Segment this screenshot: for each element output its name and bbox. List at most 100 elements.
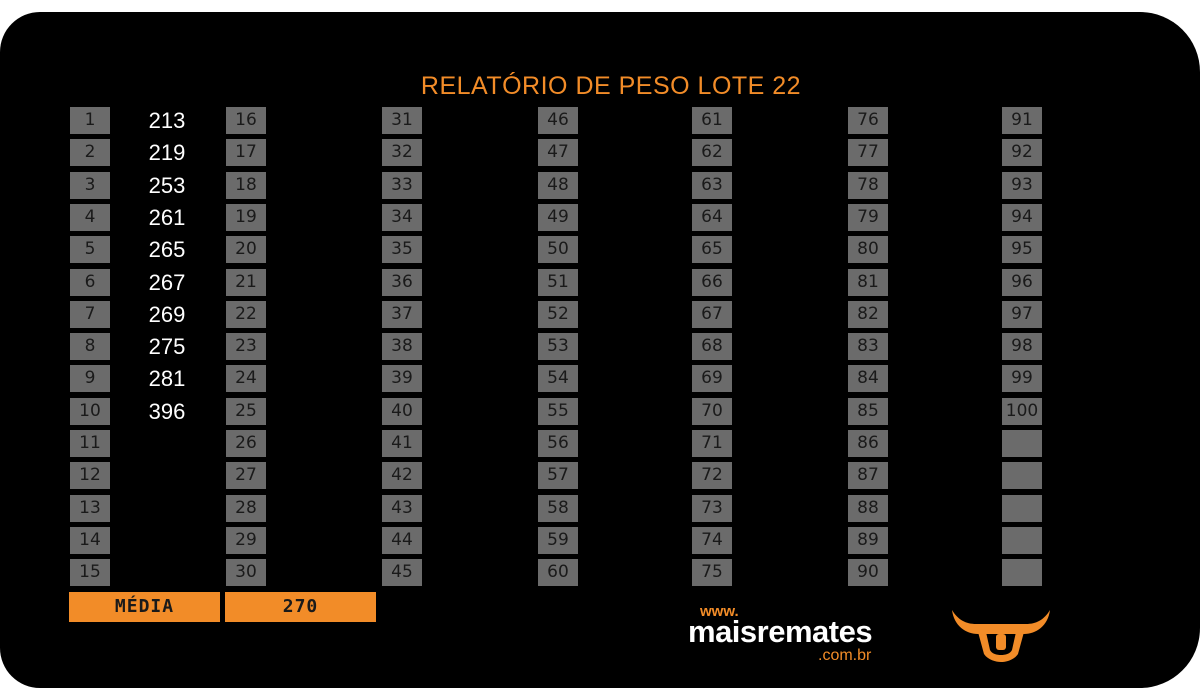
row-number-cell: 68 [692,333,732,361]
bull-logo-icon [952,610,1050,662]
row-number-cell: 34 [382,203,422,231]
row-number-cell: 89 [848,526,888,554]
row-number-cell: 51 [538,268,578,296]
row-number-cell: 27 [226,462,266,490]
row-number-cell: 1 [70,107,110,134]
row-number-cell: 4 [70,203,110,231]
row-number-cell: 29 [226,526,266,554]
weight-value: 253 [148,172,186,198]
report-title: RELATÓRIO DE PESO LOTE 22 [420,72,802,100]
row-number-cell: 54 [538,365,578,393]
row-number-cell: 41 [382,430,422,457]
row-number-cell: 78 [848,171,888,199]
row-number-cell: 31 [382,107,422,134]
row-number-cell: 19 [226,203,266,231]
weight-value: 213 [148,108,186,133]
weight-value: 261 [148,204,186,230]
row-number-cell: 80 [848,236,888,264]
row-number-cell: 93 [1002,171,1042,199]
row-number-cell: 36 [382,268,422,296]
row-number-cell: 46 [538,107,578,134]
logo-domain: .com.br [818,647,872,664]
row-number-cell: 90 [848,559,888,587]
row-number-cell [1002,462,1042,490]
row-number-cell: 26 [226,430,266,457]
row-number-cell: 64 [692,203,732,231]
row-number-cell: 71 [692,430,732,457]
row-number-cell: 48 [538,171,578,199]
row-number-cell: 55 [538,397,578,425]
row-number-cell: 91 [1002,107,1042,134]
row-number-cell: 97 [1002,300,1042,328]
logo-name: maisremates [688,614,873,649]
weight-value: 281 [148,366,186,392]
row-number-cell: 14 [70,526,110,554]
row-number-cell: 23 [226,333,266,361]
row-number-cell: 38 [382,333,422,361]
row-number-cell: 73 [692,494,732,522]
row-number-cell: 100 [1002,397,1042,425]
row-number-cell [1002,526,1042,554]
row-number-cell: 15 [70,559,110,587]
row-number-cell: 32 [382,139,422,167]
row-number-cell: 53 [538,333,578,361]
row-number-cell: 13 [70,494,110,522]
row-number-cell: 39 [382,365,422,393]
weight-value: 269 [148,301,186,327]
row-number-cell: 94 [1002,203,1042,231]
row-number-cell [1002,494,1042,522]
row-number-cell: 88 [848,494,888,522]
row-number-cell: 24 [226,365,266,393]
row-number-cell: 22 [226,300,266,328]
row-number-cell: 69 [692,365,732,393]
row-number-cell: 75 [692,559,732,587]
row-number-cell: 12 [70,462,110,490]
row-number-cell: 37 [382,300,422,328]
row-number-cell: 42 [382,462,422,490]
row-number-cell: 92 [1002,139,1042,167]
row-number-cell: 10 [70,397,110,425]
row-number-cell: 18 [226,171,266,199]
row-number-cell: 44 [382,526,422,554]
row-number-cell: 76 [848,107,888,134]
row-number-cell: 77 [848,139,888,167]
row-number-cell: 56 [538,430,578,457]
row-number-cell: 35 [382,236,422,264]
row-number-cell: 60 [538,559,578,587]
row-number-cell: 81 [848,268,888,296]
row-number-cell: 9 [70,365,110,393]
row-number-cell: 6 [70,268,110,296]
row-number-cell: 2 [70,139,110,167]
row-number-cell: 33 [382,171,422,199]
row-number-cell: 50 [538,236,578,264]
row-number-cell: 47 [538,139,578,167]
row-number-cell: 20 [226,236,266,264]
row-number-cell: 87 [848,462,888,490]
row-number-cell: 11 [70,430,110,457]
row-number-cell: 74 [692,526,732,554]
row-number-cell: 86 [848,430,888,457]
row-number-cell: 66 [692,268,732,296]
row-number-cell: 21 [226,268,266,296]
row-number-cell [1002,559,1042,587]
row-number-cell: 85 [848,397,888,425]
row-number-cell: 67 [692,300,732,328]
report-card [0,12,1200,688]
row-number-cell: 65 [692,236,732,264]
row-number-cell: 5 [70,236,110,264]
row-number-cell: 45 [382,559,422,587]
row-number-cell: 84 [848,365,888,393]
row-number-cell: 58 [538,494,578,522]
weight-value: 267 [148,269,186,295]
row-number-cell: 28 [226,494,266,522]
row-number-cell: 8 [70,333,110,361]
weight-value: 219 [148,140,186,166]
logo-www: www. [700,603,739,620]
row-number-cell: 40 [382,397,422,425]
row-number-cell: 72 [692,462,732,490]
row-number-cell: 98 [1002,333,1042,361]
weight-value: 265 [148,237,186,263]
row-number-cell [1002,430,1042,457]
row-number-cell: 83 [848,333,888,361]
row-number-cell: 25 [226,397,266,425]
